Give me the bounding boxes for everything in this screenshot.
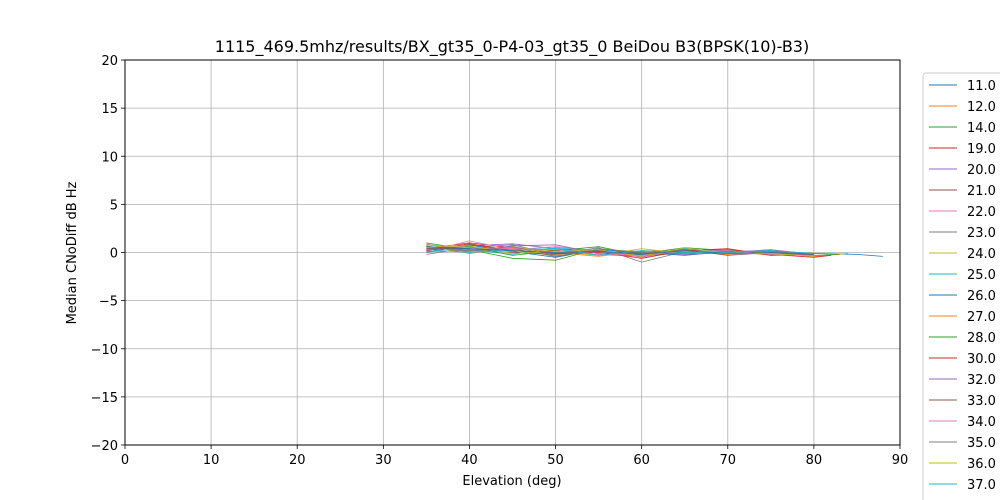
series-line-33.0: [426, 248, 814, 256]
y-tick-label: −20: [91, 439, 118, 454]
x-tick-label: 40: [461, 453, 478, 468]
legend-label: 34.0: [967, 415, 996, 430]
legend-label: 35.0: [967, 436, 996, 451]
legend-box: [922, 72, 1000, 500]
legend-label: 25.0: [967, 268, 996, 283]
plot-frame: [124, 59, 901, 446]
legend-label: 36.0: [967, 457, 996, 472]
series-line-34.0: [426, 244, 814, 256]
legend-label: 23.0: [967, 226, 996, 241]
legend-label: 12.0: [967, 100, 996, 115]
legend-label: 26.0: [967, 289, 996, 304]
chart-title: 1115_469.5mhz/results/BX_gt35_0-P4-03_gt…: [215, 37, 809, 57]
series-line-41.0: [426, 246, 814, 255]
y-tick-label: 0: [110, 247, 118, 262]
legend-label: 19.0: [967, 142, 996, 157]
x-tick-label: 20: [289, 453, 306, 468]
legend-label: 20.0: [967, 163, 996, 178]
legend-label: 33.0: [967, 394, 996, 409]
legend-label: 32.0: [967, 373, 996, 388]
legend: 11.0 12.0 14.0 19.0 20.0 21.0 22.0 23.0 24.0 25.0…: [922, 72, 1000, 500]
series-lines: [426, 240, 883, 263]
series-line-30.0: [426, 243, 814, 259]
legend-label: 14.0: [967, 121, 996, 136]
legend-label: 24.0: [967, 247, 996, 262]
legend-label: 27.0: [967, 310, 996, 325]
legend-label: 30.0: [967, 352, 996, 367]
x-tick-label: 90: [892, 453, 909, 468]
x-tick-label: 60: [633, 453, 650, 468]
legend-label: 21.0: [967, 184, 996, 199]
legend-label: 11.0: [967, 79, 996, 94]
x-tick-label: 30: [375, 453, 392, 468]
y-tick-label: 5: [110, 198, 118, 213]
y-tick-label: −5: [99, 295, 118, 310]
y-tick-label: 15: [101, 102, 118, 117]
x-tick-label: 0: [121, 453, 129, 468]
x-tick-label: 80: [806, 453, 823, 468]
x-tick-label: 50: [547, 453, 564, 468]
y-tick-label: −10: [91, 343, 118, 358]
x-tick-label: 10: [203, 453, 220, 468]
x-axis-label: Elevation (deg): [462, 474, 561, 489]
y-tick-label: 10: [101, 150, 118, 165]
legend-label: 22.0: [967, 205, 996, 220]
y-axis-label: Median CNoDiff dB Hz: [65, 181, 80, 324]
y-tick-label: 20: [101, 54, 118, 69]
x-tick-label: 70: [720, 453, 737, 468]
legend-label: 37.0: [967, 478, 996, 493]
axes: 0 10 20 30 40 50 60 70 80 90 −20 −15 −10 −5 0 5 10 15 20: [91, 54, 909, 468]
y-tick-label: −15: [91, 391, 118, 406]
legend-label: 28.0: [967, 331, 996, 346]
